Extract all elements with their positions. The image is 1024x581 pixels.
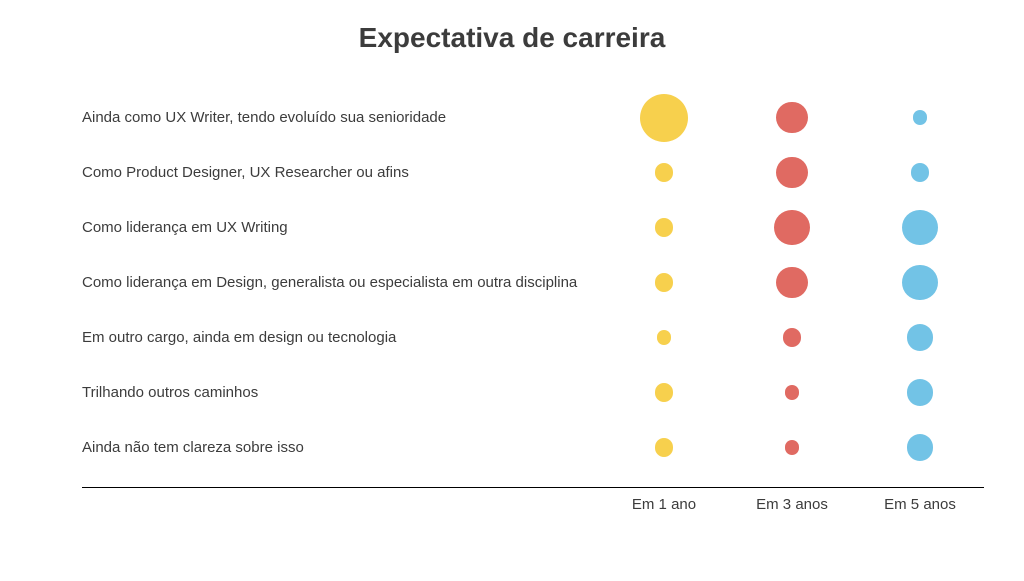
bubble-cell [728,210,856,245]
bubble [783,328,801,346]
bubble [655,163,673,181]
chart-row: Ainda como UX Writer, tendo evoluído sua… [40,90,984,145]
bubble-cell [728,379,856,406]
bubble-cell [728,94,856,142]
row-cells [600,379,984,406]
bubble [774,210,809,245]
bubble-cell [856,265,984,300]
chart-container: Expectativa de carreira Ainda como UX Wr… [0,0,1024,581]
row-cells [600,157,984,188]
chart-row: Trilhando outros caminhos [40,365,984,420]
bubble [913,110,927,124]
row-cells [600,210,984,245]
row-label: Trilhando outros caminhos [40,384,600,401]
bubble-cell [600,210,728,245]
bubble [907,434,934,461]
chart-title: Expectativa de carreira [40,22,984,54]
row-cells [600,94,984,142]
bubble-cell [600,157,728,188]
bubble-cell [856,157,984,188]
row-label: Como Product Designer, UX Researcher ou … [40,164,600,181]
row-cells [600,324,984,351]
row-label: Em outro cargo, ainda em design ou tecno… [40,329,600,346]
bubble-cell [856,94,984,142]
bubble-cell [728,324,856,351]
bubble [907,379,934,406]
bubble [907,324,934,351]
bubble [902,210,937,245]
chart-row: Em outro cargo, ainda em design ou tecno… [40,310,984,365]
bubble-cell [728,157,856,188]
row-label: Como liderança em UX Writing [40,219,600,236]
chart-row: Como liderança em Design, generalista ou… [40,255,984,310]
bubble [640,94,688,142]
bubble [776,157,807,188]
bubble-cell [856,210,984,245]
bubble-cell [600,324,728,351]
bubble [655,383,673,401]
bubble-cell [600,265,728,300]
x-axis-labels: Em 1 anoEm 3 anosEm 5 anos [600,496,984,513]
bubble-cell [600,94,728,142]
x-axis-label: Em 5 anos [856,496,984,513]
row-cells [600,434,984,461]
bubble-cell [728,265,856,300]
bubble [785,385,799,399]
bubble [776,267,807,298]
axis-spacer [82,496,600,513]
chart-row: Ainda não tem clareza sobre isso [40,420,984,475]
bubble-matrix: Ainda como UX Writer, tendo evoluído sua… [40,90,984,475]
chart-row: Como liderança em UX Writing [40,200,984,255]
bubble [776,102,807,133]
bubble-cell [728,434,856,461]
bubble [655,273,673,291]
bubble [655,218,673,236]
bubble-cell [856,434,984,461]
x-axis: Em 1 anoEm 3 anosEm 5 anos [82,487,984,513]
bubble [657,330,671,344]
bubble-cell [600,379,728,406]
bubble [902,265,937,300]
row-cells [600,265,984,300]
x-axis-label: Em 1 ano [600,496,728,513]
bubble [785,440,799,454]
bubble [655,438,673,456]
row-label: Como liderança em Design, generalista ou… [40,274,600,291]
bubble-cell [856,324,984,351]
x-axis-label: Em 3 anos [728,496,856,513]
bubble-cell [856,379,984,406]
row-label: Ainda não tem clareza sobre isso [40,439,600,456]
chart-row: Como Product Designer, UX Researcher ou … [40,145,984,200]
row-label: Ainda como UX Writer, tendo evoluído sua… [40,109,600,126]
bubble-cell [600,434,728,461]
bubble [911,163,929,181]
